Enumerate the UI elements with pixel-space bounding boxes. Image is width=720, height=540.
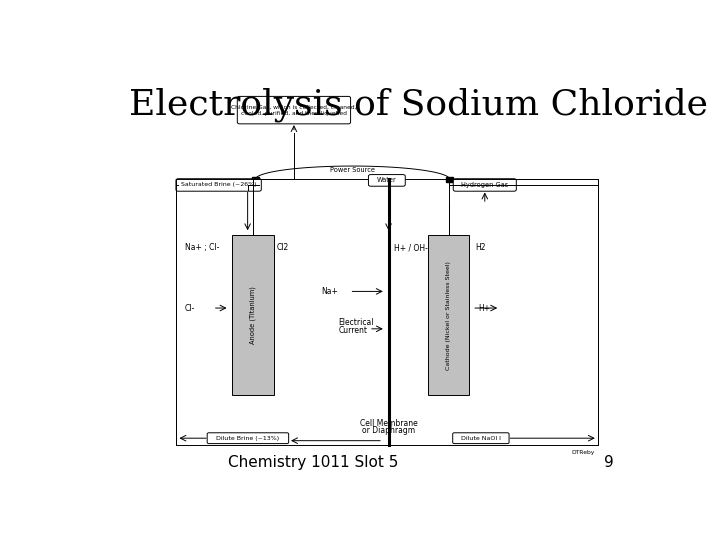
Text: Cl-: Cl- — [185, 303, 195, 313]
Text: Cell Membrane: Cell Membrane — [360, 418, 418, 428]
Text: Cl2: Cl2 — [277, 243, 289, 252]
Text: Current: Current — [338, 326, 367, 335]
FancyBboxPatch shape — [176, 179, 261, 191]
Text: Chlorine Gas, which is collected, cleaned,
cooled, purified, and then liquefied: Chlorine Gas, which is collected, cleane… — [231, 105, 356, 116]
Text: Hydrogen Gas: Hydrogen Gas — [462, 182, 508, 188]
Text: Dilute NaOl l: Dilute NaOl l — [461, 436, 501, 441]
Text: or Diaphragm: or Diaphragm — [362, 426, 415, 435]
FancyBboxPatch shape — [453, 433, 509, 443]
Bar — [446, 177, 454, 182]
Text: Chemistry 1011 Slot 5: Chemistry 1011 Slot 5 — [228, 455, 398, 470]
FancyBboxPatch shape — [238, 97, 351, 124]
Text: H2: H2 — [475, 243, 485, 252]
Bar — [428, 235, 469, 395]
Text: Saturated Brine (~26%): Saturated Brine (~26%) — [181, 183, 256, 187]
FancyBboxPatch shape — [207, 433, 289, 443]
Text: 9: 9 — [604, 455, 614, 470]
Text: DTReby: DTReby — [572, 450, 595, 455]
Text: H+ / OH-: H+ / OH- — [394, 243, 428, 252]
Text: Cathode (Nickel or Stainless Steel): Cathode (Nickel or Stainless Steel) — [446, 261, 451, 370]
FancyBboxPatch shape — [369, 174, 405, 186]
Text: Water: Water — [377, 178, 397, 184]
FancyBboxPatch shape — [454, 179, 516, 191]
Text: H+: H+ — [478, 303, 490, 313]
Bar — [176, 179, 598, 446]
Text: Dilute Brine (~13%): Dilute Brine (~13%) — [216, 436, 279, 441]
Bar — [252, 177, 259, 182]
Text: Power Source: Power Source — [330, 167, 375, 173]
Text: Electrical: Electrical — [338, 318, 374, 327]
Text: Na+: Na+ — [321, 287, 338, 296]
Text: Na+ ; Cl-: Na+ ; Cl- — [185, 243, 219, 252]
Text: Electrolysis of Sodium Chloride: Electrolysis of Sodium Chloride — [129, 87, 708, 122]
Text: Anode (Titanium): Anode (Titanium) — [250, 286, 256, 345]
Bar — [233, 235, 274, 395]
